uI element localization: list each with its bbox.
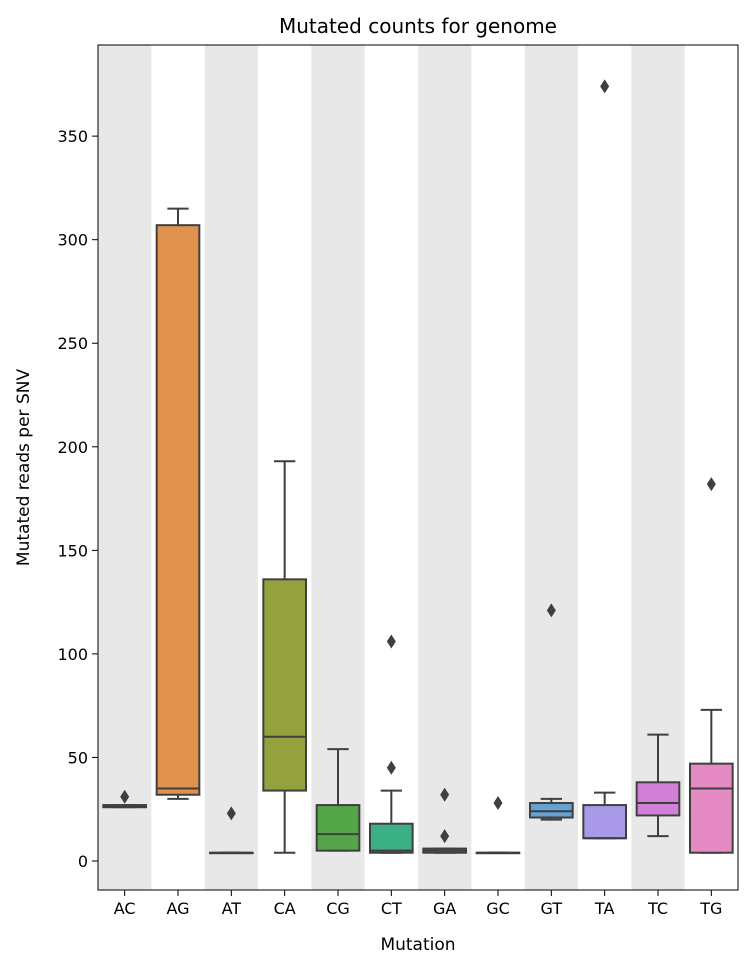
box-ta <box>582 79 627 840</box>
outlier-point <box>386 760 396 775</box>
y-tick-label: 0 <box>78 852 88 871</box>
shade-band-at <box>204 45 258 890</box>
y-tick-label: 100 <box>57 645 88 664</box>
shade-band-ac <box>98 45 152 890</box>
shade-layer <box>98 45 685 890</box>
x-tick-label: TC <box>647 899 668 918</box>
outlier-point <box>386 634 396 649</box>
x-axis-label: Mutation <box>380 935 455 955</box>
outlier-point <box>226 806 236 821</box>
outlier-point <box>600 79 610 94</box>
box-ca <box>262 460 308 854</box>
boxes-layer <box>102 79 734 855</box>
plot-frame <box>97 44 739 891</box>
y-tick-label: 200 <box>57 438 88 457</box>
shade-band-ga <box>418 45 472 890</box>
outlier-point <box>546 603 556 618</box>
y-tick-label: 250 <box>57 334 88 353</box>
box-gt <box>529 603 574 821</box>
box-body <box>689 762 734 854</box>
shade-band-gt <box>524 45 578 890</box>
box-ga <box>422 787 468 854</box>
y-tick-label: 300 <box>57 231 88 250</box>
outlier-point <box>440 787 450 802</box>
outlier-point <box>493 796 503 811</box>
x-tick-label: GT <box>541 899 563 918</box>
box-tg <box>689 477 734 854</box>
box-ag <box>155 207 201 800</box>
box-body <box>262 578 308 792</box>
outlier-point <box>440 829 450 844</box>
y-tick-label: 350 <box>57 127 88 146</box>
x-tick-label: AT <box>222 899 242 918</box>
y-tick-label: 150 <box>57 541 88 560</box>
x-tick-label: CT <box>381 899 402 918</box>
box-at <box>209 806 254 855</box>
box-tc <box>635 733 681 838</box>
x-tick-label: TG <box>699 899 722 918</box>
x-tick-label: AC <box>114 899 136 918</box>
x-tick-label: CA <box>274 899 296 918</box>
x-tick-label: AG <box>166 899 189 918</box>
x-tick-label: CG <box>326 899 350 918</box>
x-tick-label: GC <box>486 899 510 918</box>
box-body <box>369 822 414 854</box>
box-cg <box>315 748 361 852</box>
box-body <box>582 804 627 840</box>
outlier-point <box>706 477 716 492</box>
box-body <box>315 804 361 852</box>
box-ct <box>369 634 414 854</box>
box-gc <box>475 796 521 855</box>
box-body <box>155 224 201 796</box>
chart-title: Mutated counts for genome <box>279 14 557 38</box>
outlier-point <box>120 789 130 804</box>
y-tick-label: 50 <box>68 748 88 767</box>
axes-layer: 0 50 100 150 200 250 300 350 AC AG AT CA CG CT GA GC GT T… <box>57 127 722 918</box>
box-body <box>635 781 681 817</box>
x-tick-label: TA <box>594 899 615 918</box>
box-body <box>529 802 574 819</box>
y-axis-label: Mutated reads per SNV <box>14 369 34 567</box>
x-tick-label: GA <box>433 899 456 918</box>
box-ac <box>102 789 148 809</box>
